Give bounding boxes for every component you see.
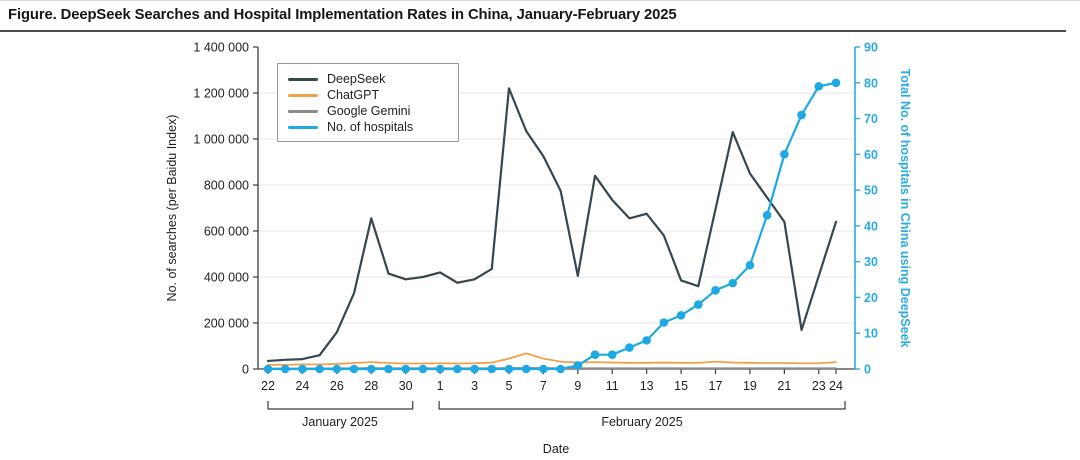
no-of-hospitals-marker	[556, 365, 565, 374]
left-y-tick-label: 1 200 000	[193, 87, 249, 101]
legend-label-hospitals: No. of hospitals	[327, 120, 413, 134]
month-label-january: January 2025	[302, 415, 378, 429]
x-tick-label: 3	[471, 379, 478, 393]
x-tick-label: 19	[743, 379, 757, 393]
february-bracket	[439, 401, 845, 409]
right-y-tick-label: 90	[864, 41, 878, 55]
no-of-hospitals-marker	[642, 336, 651, 345]
left-y-axis-label: No. of searches (per Baidu Index)	[165, 115, 179, 302]
no-of-hospitals-marker	[264, 365, 273, 374]
no-of-hospitals-marker	[298, 365, 307, 374]
chatgpt-line	[268, 353, 836, 365]
x-tick-label: 23	[812, 379, 826, 393]
right-y-tick-label: 30	[864, 255, 878, 269]
x-tick-label: 5	[505, 379, 512, 393]
x-axis-title: Date	[543, 442, 569, 456]
no-of-hospitals-marker	[832, 78, 841, 87]
no-of-hospitals-marker	[728, 279, 737, 288]
chatgpt-line-swatch	[288, 94, 318, 97]
legend-item-deepseek: DeepSeek	[288, 71, 448, 87]
left-y-tick-label: 200 000	[204, 317, 249, 331]
no-of-hospitals-marker	[746, 261, 755, 270]
x-tick-label: 9	[574, 379, 581, 393]
no-of-hospitals-marker	[660, 318, 669, 327]
x-tick-label: 24	[295, 379, 309, 393]
x-tick-label: 28	[364, 379, 378, 393]
no-of-hospitals-marker	[315, 365, 324, 374]
legend-label-deepseek: DeepSeek	[327, 72, 385, 86]
right-y-tick-label: 60	[864, 148, 878, 162]
x-tick-label: 17	[709, 379, 723, 393]
right-y-tick-label: 40	[864, 219, 878, 233]
x-tick-label: 30	[399, 379, 413, 393]
no-of-hospitals-marker	[814, 82, 823, 91]
no-of-hospitals-marker	[763, 211, 772, 220]
no-of-hospitals-marker	[677, 311, 686, 320]
legend-item-hospitals: No. of hospitals	[288, 119, 448, 135]
right-y-tick-label: 20	[864, 291, 878, 305]
right-y-axis-label: Total No. of hospitals in China using De…	[898, 69, 912, 348]
right-y-tick-label: 70	[864, 112, 878, 126]
no-of-hospitals-marker	[522, 365, 531, 374]
right-y-tick-label: 0	[864, 363, 871, 377]
no-of-hospitals-marker	[780, 150, 789, 159]
left-y-tick-label: 1 000 000	[193, 133, 249, 147]
january-bracket	[268, 401, 413, 409]
left-y-tick-label: 1 400 000	[193, 41, 249, 55]
left-y-tick-label: 400 000	[204, 271, 249, 285]
legend-item-gemini: Google Gemini	[288, 103, 448, 119]
x-tick-label: 26	[330, 379, 344, 393]
gemini-line-swatch	[288, 110, 318, 113]
no-of-hospitals-marker	[625, 343, 634, 352]
left-y-tick-label: 800 000	[204, 179, 249, 193]
x-tick-label: 1	[437, 379, 444, 393]
no-of-hospitals-marker	[574, 361, 583, 370]
legend-label-chatgpt: ChatGPT	[327, 88, 379, 102]
legend-item-chatgpt: ChatGPT	[288, 87, 448, 103]
left-y-tick-label: 0	[242, 363, 249, 377]
no-of-hospitals-marker	[711, 286, 720, 295]
no-of-hospitals-marker	[505, 365, 514, 374]
x-tick-label: 7	[540, 379, 547, 393]
no-of-hospitals-marker	[436, 365, 445, 374]
month-label-february: February 2025	[601, 415, 682, 429]
no-of-hospitals-marker	[453, 365, 462, 374]
no-of-hospitals-marker	[608, 350, 617, 359]
chart-legend: DeepSeek ChatGPT Google Gemini No. of ho…	[277, 63, 459, 142]
x-tick-label: 11	[606, 379, 619, 393]
no-of-hospitals-marker	[487, 365, 496, 374]
no-of-hospitals-marker	[281, 365, 290, 374]
no-of-hospitals-marker	[797, 111, 806, 120]
no-of-hospitals-marker	[694, 300, 703, 309]
no-of-hospitals-marker	[591, 350, 600, 359]
no-of-hospitals-marker	[350, 365, 359, 374]
right-y-tick-label: 80	[864, 76, 878, 90]
x-tick-label: 13	[640, 379, 654, 393]
x-tick-label: 24	[829, 379, 843, 393]
x-tick-label: 15	[674, 379, 688, 393]
no-of-hospitals-marker	[401, 365, 410, 374]
no-of-hospitals-marker	[367, 365, 376, 374]
no-of-hospitals-marker	[539, 365, 548, 374]
x-tick-label: 22	[261, 379, 275, 393]
right-y-tick-label: 50	[864, 184, 878, 198]
no-of-hospitals-marker	[333, 365, 342, 374]
deepseek-line-swatch	[288, 78, 318, 81]
left-y-tick-label: 600 000	[204, 225, 249, 239]
no-of-hospitals-marker	[419, 365, 428, 374]
x-tick-label: 21	[777, 379, 791, 393]
no-of-hospitals-marker	[470, 365, 479, 374]
no-of-hospitals-marker	[384, 365, 393, 374]
right-y-tick-label: 10	[864, 327, 878, 341]
legend-label-gemini: Google Gemini	[327, 104, 410, 118]
hospitals-line-swatch	[288, 126, 318, 129]
